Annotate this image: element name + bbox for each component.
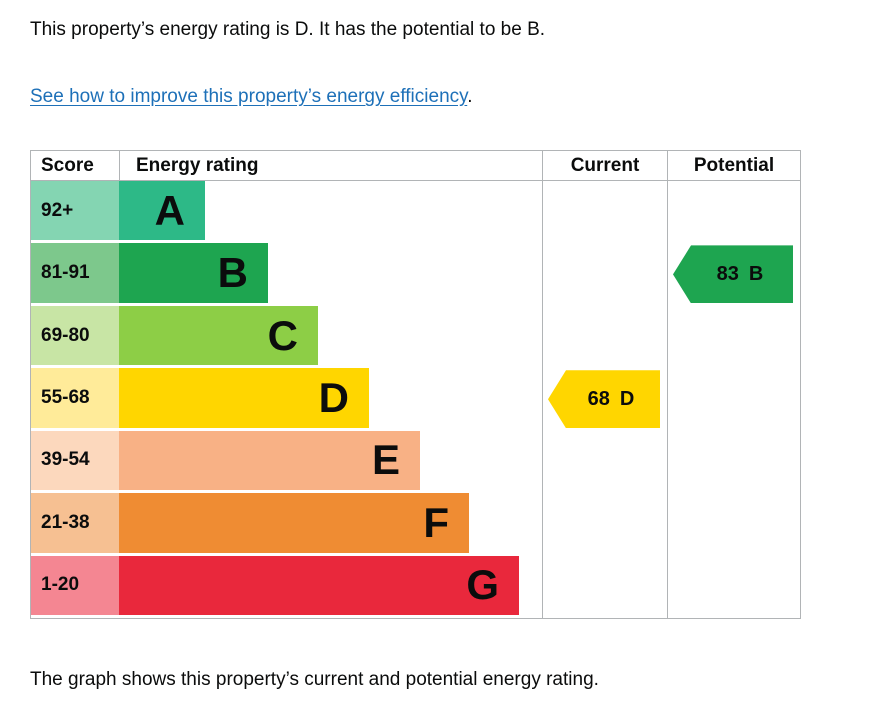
band-bar: A <box>119 181 205 244</box>
current-rating-letter: D <box>619 387 635 410</box>
band-row-e: 39-54 E <box>31 430 542 494</box>
intro-text: This property’s energy rating is D. It h… <box>30 19 546 40</box>
band-score: 81-91 <box>31 243 119 306</box>
band-row-a: 92+ A <box>31 181 542 244</box>
band-row-d: 55-68 D <box>31 368 542 431</box>
band-bar: G <box>119 555 519 618</box>
chart-header-row: Score Energy rating Current Potential <box>31 151 800 181</box>
band-score: 55-68 <box>31 368 119 431</box>
bands-area: 92+ A 81-91 B 69-80 C <box>31 181 542 618</box>
improve-paragraph: See how to improve this property’s energ… <box>30 86 848 108</box>
potential-rating-letter: B <box>748 262 764 285</box>
current-rating-arrow: 68 D <box>548 370 660 429</box>
chart-caption: The graph shows this property’s current … <box>30 669 599 690</box>
epc-rating-chart: Score Energy rating Current Potential 92… <box>30 150 801 619</box>
potential-rating-value: 83 <box>716 262 739 285</box>
header-energy-rating: Energy rating <box>119 151 542 180</box>
band-bar: E <box>119 430 420 494</box>
band-letter: A <box>154 186 185 234</box>
band-row-g: 1-20 G <box>31 555 542 618</box>
header-current: Current <box>542 151 667 180</box>
band-score: 69-80 <box>31 305 119 369</box>
band-letter: C <box>267 311 298 359</box>
band-row-f: 21-38 F <box>31 493 542 556</box>
band-bar: F <box>119 493 469 556</box>
band-score: 1-20 <box>31 555 119 618</box>
current-rating-value: 68 <box>587 387 610 410</box>
chart-body: 92+ A 81-91 B 69-80 C <box>31 181 800 618</box>
potential-rating-arrow: 83 B <box>673 245 793 304</box>
band-letter: G <box>466 561 499 609</box>
band-letter: E <box>371 436 400 484</box>
band-bar: B <box>119 243 268 306</box>
current-column: 68 D <box>542 181 667 618</box>
potential-column: 83 B <box>667 181 800 618</box>
band-bar: C <box>119 305 318 369</box>
band-bar: D <box>119 368 369 431</box>
header-score: Score <box>41 154 94 176</box>
band-score: 21-38 <box>31 493 119 556</box>
header-potential: Potential <box>667 151 800 180</box>
band-letter: B <box>217 249 248 297</box>
band-score: 39-54 <box>31 430 119 494</box>
improve-suffix: . <box>467 86 473 107</box>
band-score: 92+ <box>31 181 119 244</box>
page: This property’s energy rating is D. It h… <box>30 19 848 690</box>
band-row-c: 69-80 C <box>31 305 542 369</box>
band-letter: F <box>423 498 449 546</box>
band-letter: D <box>318 373 349 421</box>
band-row-b: 81-91 B <box>31 243 542 306</box>
improve-link[interactable]: See how to improve this property’s energ… <box>30 86 468 107</box>
